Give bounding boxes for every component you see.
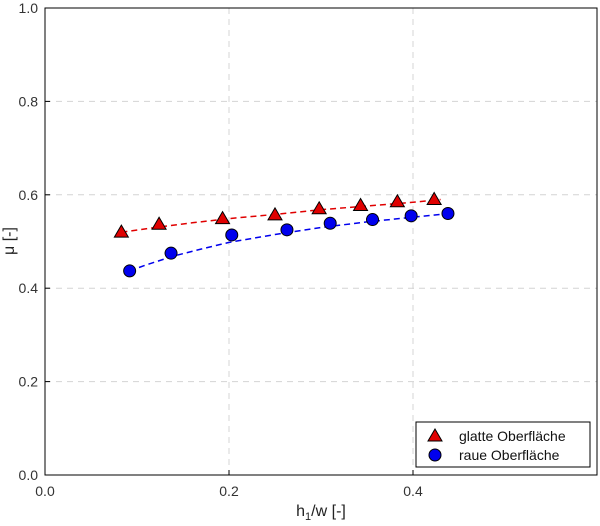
x-tick-label: 0.2 xyxy=(219,483,239,499)
ticks: 0.0 0.2 0.4 0.0 0.2 0.4 0.6 0.8 1.0 xyxy=(19,0,423,499)
x-tick-label: 0.4 xyxy=(403,483,423,499)
point-circle xyxy=(123,264,137,278)
y-tick-label: 0.6 xyxy=(19,187,39,203)
y-tick-label: 1.0 xyxy=(19,0,39,16)
point-circle xyxy=(441,206,455,220)
y-axis-label: μ [-] xyxy=(1,227,18,255)
point-triangle xyxy=(426,191,443,205)
y-tick-label: 0.4 xyxy=(19,280,39,296)
y-tick-label: 0.2 xyxy=(19,374,39,390)
plot-background xyxy=(45,8,597,475)
legend-box xyxy=(415,421,591,468)
legend-circle-marker xyxy=(428,448,442,462)
point-circle xyxy=(225,228,239,242)
legend-label-glatte: glatte Oberfläche xyxy=(459,428,566,444)
legend-label-raue: raue Oberfläche xyxy=(459,447,560,463)
point-circle xyxy=(164,246,178,260)
y-tick-label: 0.0 xyxy=(19,467,39,483)
point-circle xyxy=(366,213,380,227)
legend: glatte Oberfläche raue Oberfläche xyxy=(415,421,591,468)
y-tick-label: 0.8 xyxy=(19,93,39,109)
data-points xyxy=(113,191,455,278)
point-triangle xyxy=(352,197,369,212)
fit-line-series-1 xyxy=(129,212,450,272)
legend-triangle-marker xyxy=(427,428,443,442)
point-circle xyxy=(404,209,418,223)
point-triangle xyxy=(113,224,130,238)
point-triangle xyxy=(214,210,231,225)
grid xyxy=(45,8,597,475)
point-triangle xyxy=(389,193,406,208)
point-triangle xyxy=(267,206,283,221)
point-triangle xyxy=(151,216,167,230)
point-triangle xyxy=(311,200,328,215)
plot-frame xyxy=(44,7,598,476)
x-tick-label: 0.0 xyxy=(35,483,55,499)
x-axis-label: h1/w [-] xyxy=(296,503,346,523)
point-circle xyxy=(280,223,294,237)
point-circle xyxy=(323,216,337,230)
